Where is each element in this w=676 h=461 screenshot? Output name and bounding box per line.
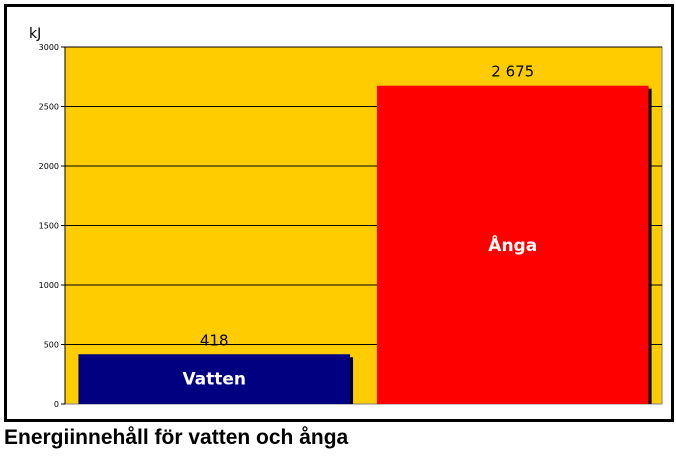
y-tick-label: 500: [44, 341, 59, 350]
y-axis-label: kJ: [29, 26, 41, 42]
data-label-anga: 2 675: [491, 63, 534, 81]
y-tick-label: 2000: [39, 162, 59, 171]
chart-frame: 0 500 1000 1500 2000 2500 3000 kJ 418 Vatten 2 675…: [4, 4, 674, 422]
category-label-anga: Ånga: [488, 233, 537, 256]
y-tick-label: 0: [54, 400, 59, 409]
chart-caption: Energiinnehåll för vatten och ånga: [4, 426, 349, 449]
bar-anga: [376, 85, 649, 405]
y-tick-label: 3000: [39, 43, 59, 52]
y-tick-label: 2500: [39, 103, 59, 112]
y-tick-label: 1000: [39, 281, 59, 290]
data-label-vatten: 418: [200, 331, 229, 349]
category-label-vatten: Vatten: [182, 369, 246, 389]
y-tick-label: 1500: [39, 222, 59, 231]
bar-vatten: [78, 354, 351, 404]
